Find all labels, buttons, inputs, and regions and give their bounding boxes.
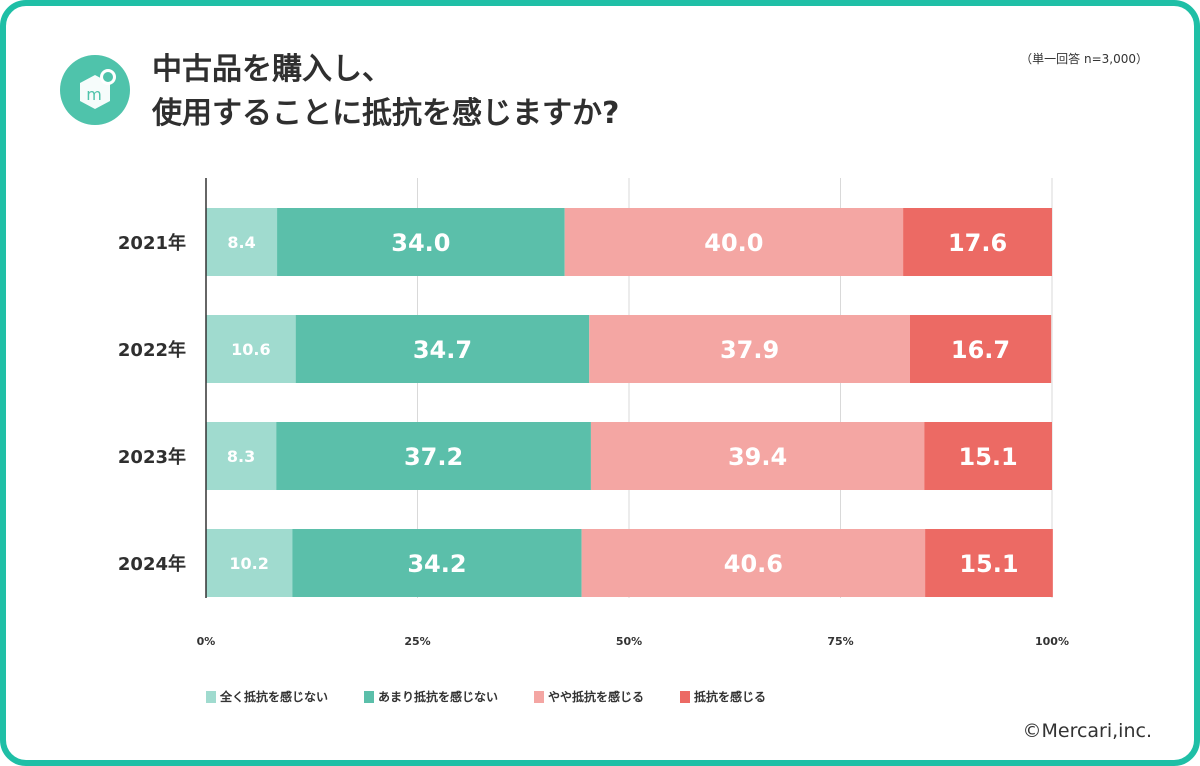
data-label: 34.0 [391, 229, 450, 257]
legend-item: 全く抵抗を感じない [206, 688, 328, 705]
legend-swatch [680, 690, 691, 703]
data-label: 8.4 [227, 233, 255, 252]
data-label: 37.2 [404, 443, 463, 471]
bar-segment [589, 315, 910, 383]
x-tick-label: 25% [404, 635, 430, 648]
bar-segment [590, 422, 925, 490]
category-label: 2024年 [118, 553, 186, 575]
bar-segment [564, 208, 904, 276]
legend-item: あまり抵抗を感じない [364, 688, 498, 705]
data-label: 8.3 [227, 447, 255, 466]
data-label: 37.9 [720, 336, 779, 364]
data-label: 15.1 [959, 443, 1018, 471]
bar-segment [292, 529, 582, 597]
legend-label: 全く抵抗を感じない [220, 690, 329, 704]
category-label: 2023年 [118, 446, 186, 468]
legend-swatch [364, 690, 375, 703]
x-tick-label: 0% [197, 635, 216, 648]
sample-note: （単一回答 n=3,000） [1020, 52, 1148, 66]
bar-segment [206, 422, 277, 490]
data-label: 40.6 [724, 550, 783, 578]
data-label: 16.7 [951, 336, 1010, 364]
bar-segment [206, 529, 293, 597]
data-label: 34.7 [413, 336, 472, 364]
data-label: 17.6 [948, 229, 1007, 257]
logo-letter: m [86, 85, 102, 104]
legend-label: やや抵抗を感じる [548, 690, 645, 704]
data-label: 40.0 [704, 229, 763, 257]
copyright-credit: ©Mercari,inc. [1022, 720, 1152, 742]
data-label: 10.2 [229, 554, 268, 573]
category-label: 2022年 [118, 339, 186, 361]
legend-item: やや抵抗を感じる [534, 688, 644, 705]
bar-segment [277, 208, 565, 276]
data-label: 39.4 [728, 443, 787, 471]
page-title: 中古品を購入し、 使用することに抵抗を感じますか? [152, 48, 619, 136]
legend-label: 抵抗を感じる [694, 690, 767, 704]
bar-segment [925, 529, 1053, 597]
bar-segment [295, 315, 590, 383]
legend-swatch [206, 690, 216, 703]
legend-item: 抵抗を感じる [680, 688, 766, 705]
bar-segment [276, 422, 591, 490]
legend-swatch [534, 690, 545, 703]
category-label: 2021年 [118, 232, 186, 254]
bar-segment [206, 208, 278, 276]
x-tick-label: 100% [1035, 635, 1069, 648]
data-label: 15.1 [959, 550, 1018, 578]
mercari-logo: m [60, 55, 130, 125]
chart-legend: 全く抵抗を感じない あまり抵抗を感じない やや抵抗を感じる 抵抗を感じる [206, 688, 766, 705]
data-label: 34.2 [407, 550, 466, 578]
x-tick-label: 50% [616, 635, 642, 648]
bar-segment [909, 315, 1052, 383]
legend-label: あまり抵抗を感じない [378, 690, 499, 704]
bar-segment [903, 208, 1052, 276]
bar-segment [581, 529, 926, 597]
bar-segment [206, 315, 296, 383]
title-line-2: 使用することに抵抗を感じますか? [152, 96, 620, 131]
stacked-bar-chart: 0% 25% 50% 75% 100% 2021年 8.4 34.0 40.0 17.6 2022年… [118, 178, 1069, 648]
bar-segment [924, 422, 1052, 490]
title-line-1: 中古品を購入し、 [152, 52, 392, 87]
data-label: 10.6 [231, 340, 270, 359]
x-tick-label: 75% [827, 635, 853, 648]
